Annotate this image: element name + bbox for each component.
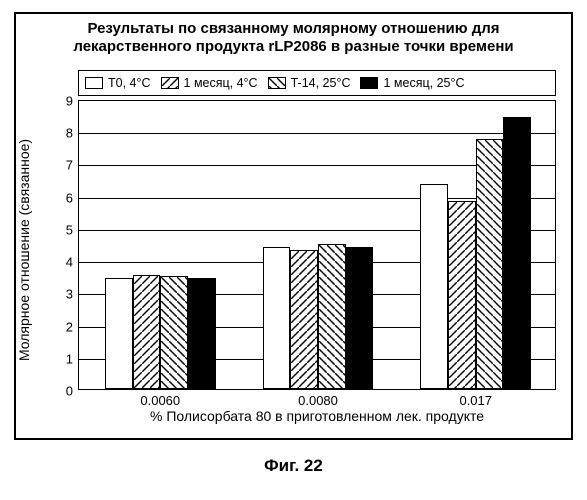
- legend-item: T-14, 25°C: [268, 76, 351, 90]
- legend-swatch: [360, 77, 378, 89]
- y-tick-label: 9: [66, 94, 73, 109]
- bar: [160, 276, 188, 389]
- bar: [133, 275, 161, 389]
- y-tick-label: 5: [66, 222, 73, 237]
- y-tick-label: 6: [66, 190, 73, 205]
- bar: [318, 244, 346, 389]
- legend-item: T0, 4°C: [85, 76, 151, 90]
- y-tick-label: 8: [66, 126, 73, 141]
- x-tick-label: 0.0060: [140, 393, 180, 408]
- bar: [188, 278, 216, 389]
- legend-label: T-14, 25°C: [291, 76, 351, 90]
- legend-label: T0, 4°C: [108, 76, 151, 90]
- y-tick-label: 7: [66, 158, 73, 173]
- y-tick-label: 0: [66, 384, 73, 399]
- x-tick-label: 0.017: [459, 393, 492, 408]
- bar: [476, 139, 504, 389]
- y-tick-label: 1: [66, 351, 73, 366]
- legend-item: 1 месяц, 25°C: [360, 76, 464, 90]
- plot-area: 01234567890.00600.00800.017: [78, 100, 556, 390]
- legend-swatch: [85, 77, 103, 89]
- figure-caption: Фиг. 22: [0, 456, 587, 476]
- y-axis-label: Молярное отношение (связанное): [16, 139, 32, 361]
- grid-line: [79, 133, 555, 134]
- legend-item: 1 месяц, 4°C: [161, 76, 258, 90]
- legend: T0, 4°C 1 месяц, 4°C T-14, 25°C 1 месяц, 25…: [78, 70, 556, 96]
- legend-swatch: [268, 77, 286, 89]
- y-axis-label-wrap: Молярное отношение (связанное): [12, 100, 36, 400]
- figure-frame: Результаты по связанному молярному отнош…: [0, 0, 587, 500]
- x-tick-label: 0.0080: [298, 393, 338, 408]
- bar: [263, 247, 291, 389]
- y-tick-label: 2: [66, 319, 73, 334]
- legend-label: 1 месяц, 4°C: [184, 76, 258, 90]
- bar: [420, 184, 448, 389]
- chart-title-line1: Результаты по связанному молярному отнош…: [87, 20, 499, 37]
- chart-title-line2: лекарственного продукта rLP2086 в разные…: [73, 38, 513, 55]
- legend-swatch: [161, 77, 179, 89]
- bar: [346, 247, 374, 389]
- x-axis-label: % Полисорбата 80 в приготовленном лек. п…: [78, 408, 556, 424]
- bar: [290, 250, 318, 389]
- legend-label: 1 месяц, 25°C: [383, 76, 464, 90]
- bar: [105, 278, 133, 389]
- bar: [503, 117, 531, 389]
- bar: [448, 201, 476, 390]
- y-tick-label: 4: [66, 255, 73, 270]
- chart-title: Результаты по связанному молярному отнош…: [24, 20, 563, 56]
- y-tick-label: 3: [66, 287, 73, 302]
